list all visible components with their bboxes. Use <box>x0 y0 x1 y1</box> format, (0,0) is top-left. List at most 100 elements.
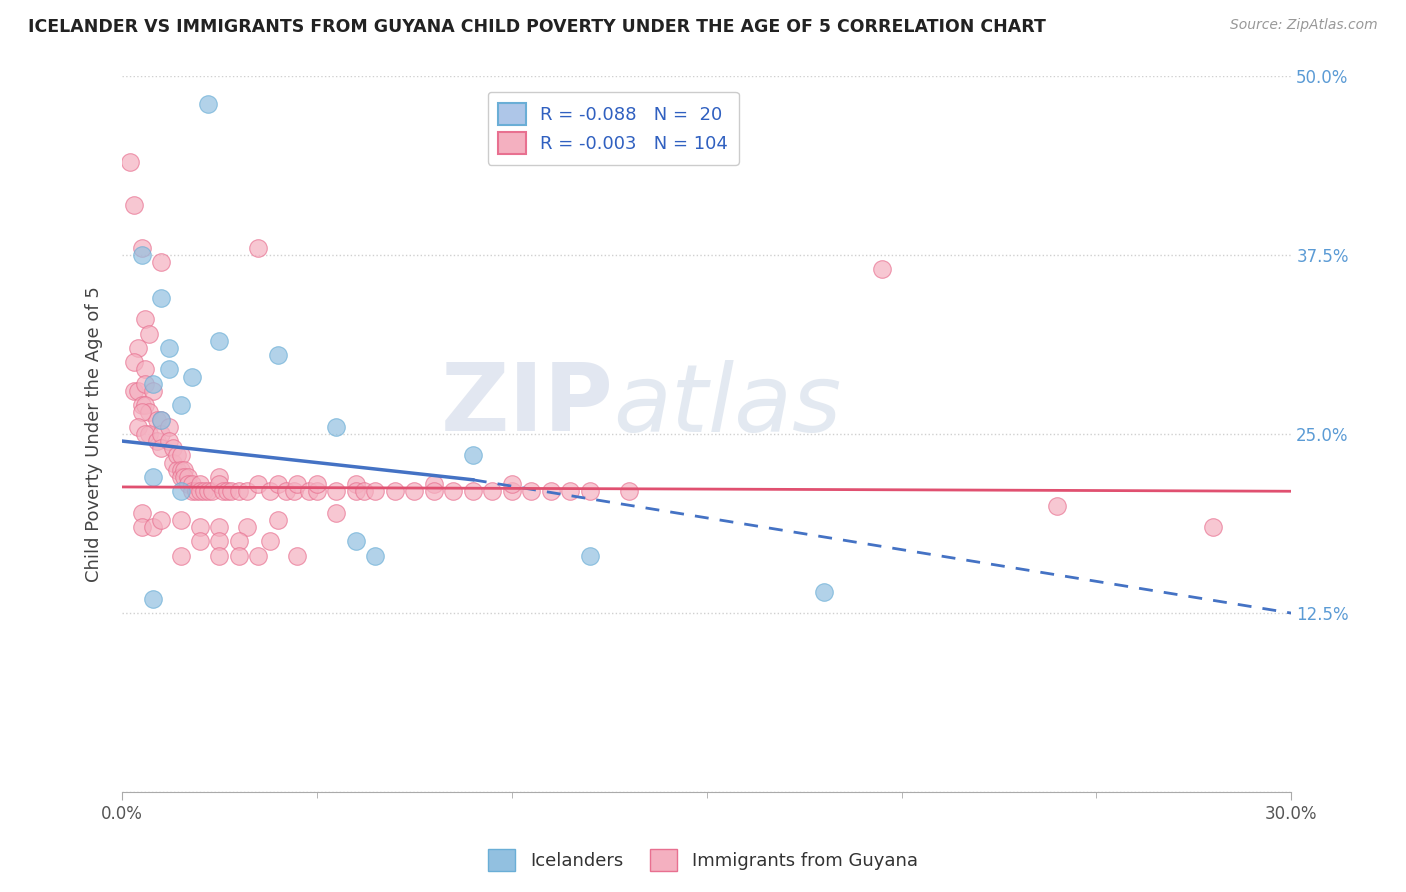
Point <box>127 341 149 355</box>
Point <box>150 513 173 527</box>
Point <box>127 384 149 398</box>
Point <box>173 470 195 484</box>
Point <box>423 477 446 491</box>
Point <box>127 419 149 434</box>
Point <box>173 463 195 477</box>
Point <box>131 506 153 520</box>
Point <box>364 549 387 563</box>
Text: ICELANDER VS IMMIGRANTS FROM GUYANA CHILD POVERTY UNDER THE AGE OF 5 CORRELATION: ICELANDER VS IMMIGRANTS FROM GUYANA CHIL… <box>28 18 1046 36</box>
Point <box>162 442 184 456</box>
Point <box>157 434 180 448</box>
Point <box>169 513 191 527</box>
Point <box>122 384 145 398</box>
Point <box>122 197 145 211</box>
Point <box>169 398 191 412</box>
Point <box>481 484 503 499</box>
Point <box>267 513 290 527</box>
Point <box>138 426 160 441</box>
Point <box>177 470 200 484</box>
Point <box>118 154 141 169</box>
Point <box>208 520 231 534</box>
Point <box>169 463 191 477</box>
Point <box>146 412 169 426</box>
Point <box>150 412 173 426</box>
Point <box>131 520 153 534</box>
Point <box>131 398 153 412</box>
Point <box>228 549 250 563</box>
Point <box>134 426 156 441</box>
Point <box>134 398 156 412</box>
Point <box>142 376 165 391</box>
Point <box>150 426 173 441</box>
Point <box>184 484 207 499</box>
Point <box>208 534 231 549</box>
Point <box>146 434 169 448</box>
Point <box>259 534 281 549</box>
Point <box>142 591 165 606</box>
Point <box>287 549 309 563</box>
Point <box>501 484 523 499</box>
Point <box>501 477 523 491</box>
Point <box>150 255 173 269</box>
Point <box>353 484 375 499</box>
Point <box>212 484 235 499</box>
Point <box>1202 520 1225 534</box>
Point <box>344 477 367 491</box>
Point <box>325 484 347 499</box>
Legend: R = -0.088   N =  20, R = -0.003   N = 104: R = -0.088 N = 20, R = -0.003 N = 104 <box>488 92 738 165</box>
Point <box>157 362 180 376</box>
Point <box>247 549 270 563</box>
Point <box>181 477 204 491</box>
Point <box>169 484 191 499</box>
Point <box>188 477 211 491</box>
Point <box>166 463 188 477</box>
Point <box>157 419 180 434</box>
Point <box>138 326 160 341</box>
Point <box>122 355 145 369</box>
Point <box>404 484 426 499</box>
Point <box>177 477 200 491</box>
Point <box>169 549 191 563</box>
Point <box>131 405 153 419</box>
Point <box>188 534 211 549</box>
Point <box>134 376 156 391</box>
Point <box>274 484 297 499</box>
Point <box>142 470 165 484</box>
Point <box>267 477 290 491</box>
Point <box>236 484 259 499</box>
Point <box>287 477 309 491</box>
Point <box>188 520 211 534</box>
Point <box>169 470 191 484</box>
Point <box>138 405 160 419</box>
Point <box>236 520 259 534</box>
Point <box>578 549 600 563</box>
Point <box>162 456 184 470</box>
Text: Source: ZipAtlas.com: Source: ZipAtlas.com <box>1230 18 1378 32</box>
Point <box>208 470 231 484</box>
Point <box>384 484 406 499</box>
Point <box>181 369 204 384</box>
Point <box>142 520 165 534</box>
Point <box>267 348 290 362</box>
Point <box>617 484 640 499</box>
Point <box>131 248 153 262</box>
Point <box>305 477 328 491</box>
Text: atlas: atlas <box>613 359 841 450</box>
Point <box>813 584 835 599</box>
Point <box>208 477 231 491</box>
Point <box>870 262 893 277</box>
Point <box>188 484 211 499</box>
Point <box>150 442 173 456</box>
Point <box>1046 499 1069 513</box>
Point <box>247 477 270 491</box>
Point <box>142 384 165 398</box>
Point <box>166 449 188 463</box>
Point <box>259 484 281 499</box>
Point <box>193 484 215 499</box>
Point <box>208 549 231 563</box>
Point <box>364 484 387 499</box>
Point <box>134 312 156 326</box>
Point <box>461 484 484 499</box>
Point <box>197 97 219 112</box>
Point <box>228 534 250 549</box>
